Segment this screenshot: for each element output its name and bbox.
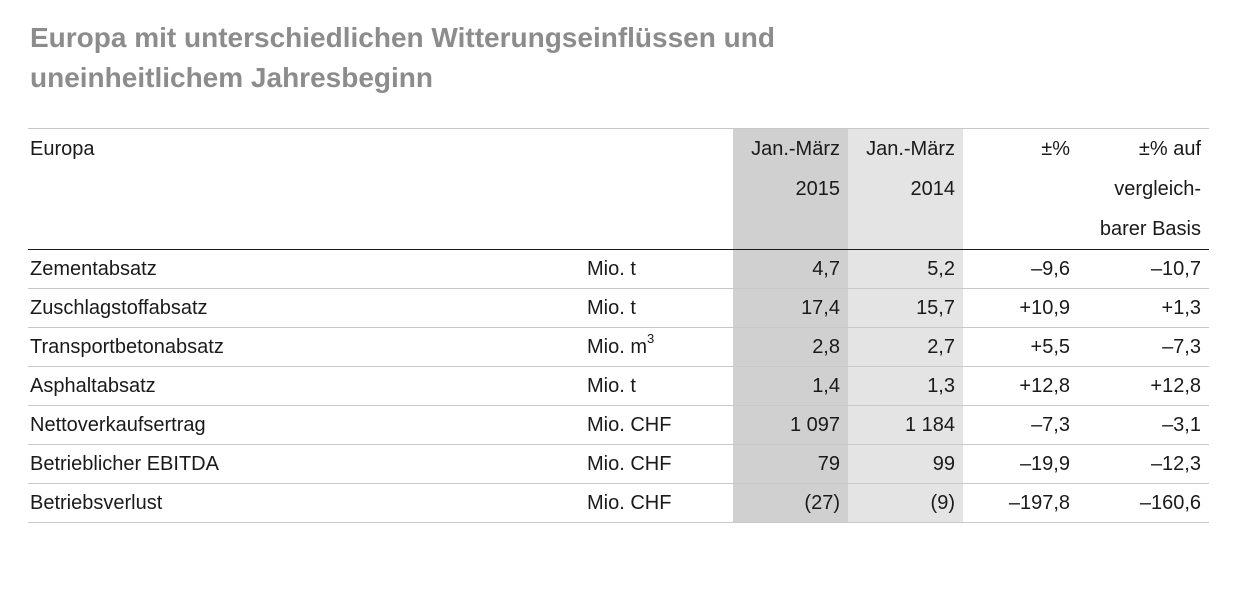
row-pct-change: –7,3	[963, 405, 1078, 445]
title-line-2: uneinheitlichem Jahresbeginn	[30, 62, 433, 93]
row-pct-change: –19,9	[963, 444, 1078, 484]
header-2014-line2: 2014	[848, 169, 963, 209]
table-row: Betriebsverlust Mio. CHF (27) (9) –197,8 –160…	[28, 483, 1209, 523]
row-label: Asphaltabsatz	[28, 366, 585, 406]
page-title: Europa mit unterschiedlichen Witterungse…	[30, 18, 1210, 98]
row-value-2015: 4,7	[733, 249, 848, 289]
row-value-2015: 1,4	[733, 366, 848, 406]
header-pct-basis-line3: barer Basis	[1078, 209, 1209, 250]
header-2015-line1: Jan.-März	[733, 129, 848, 169]
row-unit: Mio. m3	[585, 327, 733, 367]
row-pct-basis: +12,8	[1078, 366, 1209, 406]
table-row: Betrieblicher EBITDA Mio. CHF 79 99 –19,9 –12…	[28, 444, 1209, 484]
row-unit: Mio. t	[585, 249, 733, 289]
header-pct-basis-line1: ±% auf	[1138, 138, 1201, 160]
data-table: Europa Jan.-März Jan.-März ±% ±% auf 201…	[28, 128, 1209, 523]
unit-superscript: 3	[647, 331, 655, 347]
row-value-2015: 79	[733, 444, 848, 484]
header-pct: ±%	[1041, 138, 1070, 160]
row-value-2014: (9)	[848, 483, 963, 523]
table-body: Zementabsatz Mio. t 4,7 5,2 –9,6 –10,7 Zuschla…	[28, 249, 1209, 523]
row-value-2015: 2,8	[733, 327, 848, 367]
table-header: Europa Jan.-März Jan.-März ±% ±% auf 201…	[28, 128, 1209, 250]
row-label: Nettoverkaufsertrag	[28, 405, 585, 445]
row-pct-change: +5,5	[963, 327, 1078, 367]
row-value-2014: 99	[848, 444, 963, 484]
row-pct-basis: –7,3	[1078, 327, 1209, 367]
row-unit: Mio. t	[585, 366, 733, 406]
row-pct-change: –9,6	[963, 249, 1078, 289]
row-pct-change: –197,8	[963, 483, 1078, 523]
row-value-2014: 1 184	[848, 405, 963, 445]
europe-table: Europa Jan.-März Jan.-März ±% ±% auf 201…	[28, 128, 1209, 523]
row-label: Zuschlagstoffabsatz	[28, 288, 585, 328]
row-value-2014: 1,3	[848, 366, 963, 406]
row-value-2014: 2,7	[848, 327, 963, 367]
table-row: Zuschlagstoffabsatz Mio. t 17,4 15,7 +10,9 +1…	[28, 288, 1209, 328]
table-row: Nettoverkaufsertrag Mio. CHF 1 097 1 184 –7,…	[28, 405, 1209, 445]
row-value-2015: (27)	[733, 483, 848, 523]
row-label: Zementabsatz	[28, 249, 585, 289]
row-pct-basis: –12,3	[1078, 444, 1209, 484]
row-label: Betriebsverlust	[28, 483, 585, 523]
row-pct-basis: –3,1	[1078, 405, 1209, 445]
header-region: Europa	[30, 138, 95, 160]
row-unit: Mio. CHF	[585, 444, 733, 484]
table-row: Asphaltabsatz Mio. t 1,4 1,3 +12,8 +12,8	[28, 366, 1209, 406]
header-2015-line2: 2015	[733, 169, 848, 209]
row-pct-basis: –10,7	[1078, 249, 1209, 289]
row-pct-change: +12,8	[963, 366, 1078, 406]
row-unit: Mio. t	[585, 288, 733, 328]
row-label: Betrieblicher EBITDA	[28, 444, 585, 484]
table-row: Zementabsatz Mio. t 4,7 5,2 –9,6 –10,7	[28, 249, 1209, 289]
row-label: Transportbetonabsatz	[28, 327, 585, 367]
header-pct-basis-line2: vergleich-	[1114, 178, 1201, 200]
row-pct-change: +10,9	[963, 288, 1078, 328]
row-value-2014: 15,7	[848, 288, 963, 328]
row-pct-basis: +1,3	[1078, 288, 1209, 328]
row-value-2014: 5,2	[848, 249, 963, 289]
row-value-2015: 17,4	[733, 288, 848, 328]
row-unit: Mio. CHF	[585, 405, 733, 445]
table-row: Transportbetonabsatz Mio. m3 2,8 2,7 +5,5 –7,…	[28, 327, 1209, 367]
row-pct-basis: –160,6	[1078, 483, 1209, 523]
title-line-1: Europa mit unterschiedlichen Witterungse…	[30, 22, 775, 53]
row-unit: Mio. CHF	[585, 483, 733, 523]
row-value-2015: 1 097	[733, 405, 848, 445]
header-2014-line1: Jan.-März	[848, 129, 963, 169]
